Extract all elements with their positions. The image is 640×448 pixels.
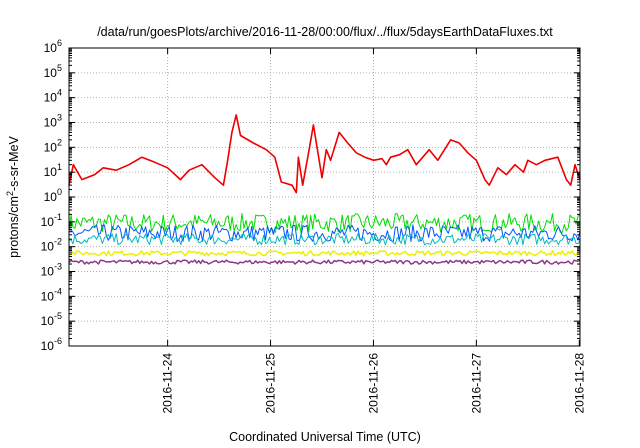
x-axis-ticks: 2016-11-24 2016-11-25 2016-11-26 2016-11-27… (161, 48, 586, 414)
y-tick-label: 10-2 (41, 237, 62, 254)
y-axis-label-base: protons/cm (7, 196, 21, 258)
y-axis-ticks: 10-610-510-410-310-210-11001011021031041… (41, 38, 580, 353)
y-tick-label: 101 (44, 162, 62, 179)
y-tick-label-base: 10 (44, 165, 58, 179)
x-tick-label: 2016-11-25 (264, 353, 278, 414)
y-tick-label-base: 10 (44, 190, 58, 204)
series-line-3 (68, 224, 581, 243)
y-tick-label-base: 10 (44, 41, 58, 55)
x-tick-label: 2016-11-26 (366, 353, 380, 414)
series-line-6 (68, 259, 581, 265)
y-tick-label-exponent: -6 (54, 336, 62, 346)
y-tick-label-exponent: -2 (54, 237, 62, 247)
y-tick-label-base: 10 (44, 116, 58, 130)
y-tick-label-exponent: 1 (57, 162, 62, 172)
x-axis-label: Coordinated Universal Time (UTC) (229, 430, 421, 444)
y-tick-label-exponent: -4 (54, 286, 62, 296)
y-tick-label-base: 10 (41, 289, 55, 303)
y-tick-label-exponent: 0 (57, 187, 62, 197)
y-tick-label: 104 (44, 88, 62, 105)
y-tick-label-base: 10 (41, 265, 55, 279)
series-line-4 (68, 233, 581, 246)
grid-lines (69, 48, 580, 346)
y-axis-label-rest: -s-sr-MeV (7, 135, 21, 191)
series-line-5 (68, 250, 581, 257)
y-tick-label: 10-5 (41, 311, 62, 328)
y-tick-label: 105 (44, 63, 62, 80)
y-tick-label: 10-4 (41, 286, 62, 303)
series-lines (68, 114, 581, 265)
y-tick-label-base: 10 (44, 66, 58, 80)
y-axis-label-superscript: 2 (5, 191, 15, 196)
x-tick-label: 2016-11-24 (161, 353, 175, 414)
y-tick-label-base: 10 (41, 339, 55, 353)
x-tick-label: 2016-11-27 (469, 353, 483, 414)
y-tick-label-base: 10 (41, 314, 55, 328)
chart-title: /data/run/goesPlots/archive/2016-11-28/0… (97, 25, 553, 39)
y-tick-label-exponent: 5 (57, 63, 62, 73)
y-tick-label-base: 10 (41, 240, 55, 254)
y-tick-label-exponent: -1 (54, 212, 62, 222)
y-tick-label-base: 10 (44, 140, 58, 154)
series-line-2 (68, 213, 581, 233)
y-tick-label-exponent: 3 (57, 113, 62, 123)
y-tick-label-exponent: -3 (54, 262, 62, 272)
y-tick-label-exponent: 4 (57, 88, 62, 98)
y-tick-label-exponent: 6 (57, 38, 62, 48)
y-tick-label: 10-3 (41, 262, 62, 279)
y-tick-label: 102 (44, 137, 62, 154)
y-tick-label-base: 10 (41, 215, 55, 229)
series-line-1 (68, 114, 581, 194)
x-tick-label: 2016-11-28 (572, 353, 586, 414)
y-tick-label: 10-1 (41, 212, 62, 229)
y-tick-label-exponent: 2 (57, 137, 62, 147)
y-tick-label: 103 (44, 113, 62, 130)
y-tick-label: 106 (44, 38, 62, 55)
y-axis-label: protons/cm2-s-sr-MeV (5, 135, 21, 257)
y-tick-label-base: 10 (44, 91, 58, 105)
y-tick-label-exponent: -5 (54, 311, 62, 321)
y-tick-label: 100 (44, 187, 62, 204)
y-tick-label: 10-6 (41, 336, 62, 353)
